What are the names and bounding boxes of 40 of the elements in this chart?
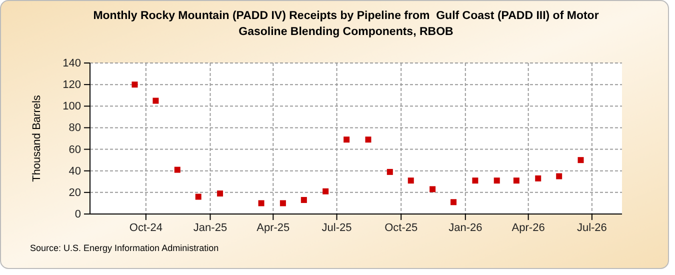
point [450,199,457,206]
x-tick-label: Jul-26 [576,222,607,234]
point [408,178,414,184]
point [132,82,138,88]
point [152,98,159,104]
point [258,200,264,206]
point [556,173,562,180]
y-tick-label: 20 [68,186,81,199]
x-tick-label: Oct-25 [384,222,418,234]
point [300,196,307,203]
y-tick-label: 40 [68,165,81,178]
y-tick-label: 140 [62,58,81,70]
point [344,136,350,143]
point [217,190,224,197]
y-tick-label: 120 [62,79,81,92]
point [386,168,393,175]
y-tick-label: 60 [68,144,81,156]
y-axis-title: Thousand Barrels [31,94,43,182]
point [280,200,286,206]
x-tick-label: Jan-26 [448,222,482,234]
point [195,194,202,200]
x-tick-label: Oct-24 [129,222,162,234]
point [535,175,542,182]
point [322,188,329,194]
y-tick-label: 100 [62,100,81,113]
source-note: Source: U.S. Energy Information Administration [30,243,219,253]
y-tick-label: 0 [74,208,81,221]
point [494,178,500,184]
point [578,157,584,164]
y-tick-label: 80 [68,122,81,134]
point [472,178,478,184]
point [430,186,436,192]
x-tick-label: Jan-25 [193,222,228,234]
point [513,178,520,184]
x-tick-label: Apr-26 [512,222,545,234]
chart-title: Monthly Rocky Mountain (PADD IV) Receipts by Pipeline from Gulf Coast (PADD III) of Motor Gasoline Blending Components, RBOB [93,10,600,38]
x-tick-label: Apr-25 [256,222,290,234]
point [174,166,180,173]
x-tick-label: Jul-25 [322,222,352,234]
point [365,136,372,143]
